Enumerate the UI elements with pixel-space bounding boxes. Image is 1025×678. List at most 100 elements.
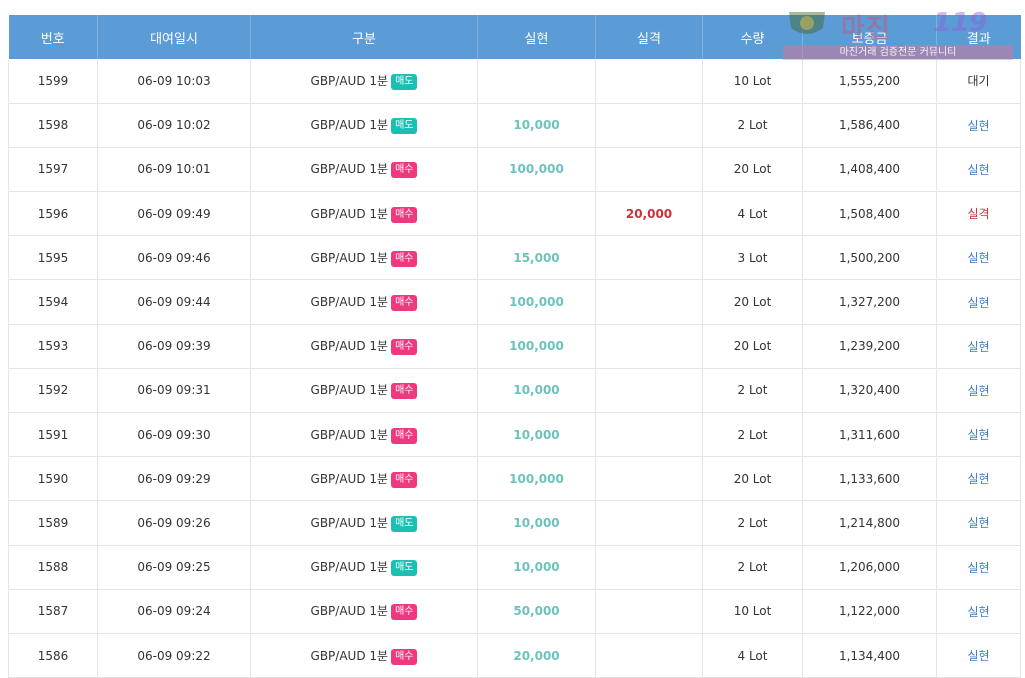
cell-profit-value: 10,000 xyxy=(513,383,560,398)
table-row[interactable]: 1592 06-09 09:31 GBP/AUD 1분 매수 10,000 2 Lot 1,… xyxy=(8,368,1021,414)
cell-profit-value: 10,000 xyxy=(513,515,560,530)
cell-profit: 15,000 xyxy=(477,235,596,281)
cell-rental-time: 06-09 09:22 xyxy=(97,633,251,678)
table-row[interactable]: 1589 06-09 09:26 GBP/AUD 1분 매도 10,000 2 Lot 1,… xyxy=(8,500,1021,546)
cell-number: 1586 xyxy=(8,633,98,678)
table-row[interactable]: 1587 06-09 09:24 GBP/AUD 1분 매수 50,000 10 Lot 1… xyxy=(8,589,1021,634)
cell-quantity: 3 Lot xyxy=(702,235,803,281)
buy-badge: 매수 xyxy=(391,339,418,356)
cell-deposit-value: 1,320,400 xyxy=(838,383,901,398)
cell-number: 1599 xyxy=(8,59,98,104)
cell-quantity-value: 20 Lot xyxy=(733,471,772,486)
cell-result-value: 실현 xyxy=(967,472,990,487)
table-row[interactable]: 1594 06-09 09:44 GBP/AUD 1분 매수 100,000 20 Lot… xyxy=(8,279,1021,325)
cell-result[interactable]: 실현 xyxy=(936,589,1021,634)
cell-result[interactable]: 실격 xyxy=(936,191,1021,237)
cell-result[interactable]: 실현 xyxy=(936,456,1021,502)
cell-deposit-value: 1,206,000 xyxy=(838,560,901,575)
cell-loss xyxy=(595,633,703,678)
cell-loss-value: 20,000 xyxy=(625,206,673,221)
table-row[interactable]: 1588 06-09 09:25 GBP/AUD 1분 매도 10,000 2 Lot 1,… xyxy=(8,545,1021,590)
cell-result[interactable]: 실현 xyxy=(936,103,1021,148)
table-row[interactable]: 1593 06-09 09:39 GBP/AUD 1분 매수 100,000 20 Lot… xyxy=(8,324,1021,369)
cell-category-value: GBP/AUD 1분 xyxy=(310,118,389,133)
table-row[interactable]: 1591 06-09 09:30 GBP/AUD 1분 매수 10,000 2 Lot 1,… xyxy=(8,412,1021,458)
cell-rental-time-value: 06-09 10:03 xyxy=(137,73,211,88)
cell-deposit-value: 1,500,200 xyxy=(838,250,901,265)
table-body: 1599 06-09 10:03 GBP/AUD 1분 매도 10 Lot 1,555,2… xyxy=(8,59,1021,678)
cell-rental-time-value: 06-09 09:30 xyxy=(137,427,211,442)
cell-result-value: 대기 xyxy=(967,74,990,89)
table-row[interactable]: 1590 06-09 09:29 GBP/AUD 1분 매수 100,000 20 Lot… xyxy=(8,456,1021,502)
cell-profit: 100,000 xyxy=(477,147,596,193)
cell-rental-time-value: 06-09 09:44 xyxy=(137,295,211,310)
cell-result[interactable]: 대기 xyxy=(936,59,1021,104)
cell-loss xyxy=(595,279,703,325)
cell-deposit: 1,408,400 xyxy=(802,147,937,193)
cell-profit: 50,000 xyxy=(477,589,596,634)
header-loss[interactable]: 실격 xyxy=(595,15,703,59)
cell-result[interactable]: 실현 xyxy=(936,633,1021,678)
cell-quantity: 20 Lot xyxy=(702,456,803,502)
cell-category: GBP/AUD 1분 매수 xyxy=(250,147,478,193)
table-row[interactable]: 1596 06-09 09:49 GBP/AUD 1분 매수 20,000 4 Lot 1,… xyxy=(8,191,1021,237)
cell-result[interactable]: 실현 xyxy=(936,412,1021,458)
cell-quantity-value: 2 Lot xyxy=(737,383,768,398)
cell-result[interactable]: 실현 xyxy=(936,368,1021,414)
cell-loss xyxy=(595,59,703,104)
cell-category-value: GBP/AUD 1분 xyxy=(310,339,389,354)
cell-quantity-value: 2 Lot xyxy=(737,118,768,133)
cell-deposit-value: 1,214,800 xyxy=(838,515,901,530)
cell-result[interactable]: 실현 xyxy=(936,279,1021,325)
cell-result[interactable]: 실현 xyxy=(936,147,1021,193)
cell-number-value: 1589 xyxy=(37,515,69,530)
cell-rental-time: 06-09 09:49 xyxy=(97,191,251,237)
table-row[interactable]: 1597 06-09 10:01 GBP/AUD 1분 매수 100,000 20 Lot… xyxy=(8,147,1021,193)
cell-quantity-value: 2 Lot xyxy=(737,560,768,575)
header-category[interactable]: 구분 xyxy=(250,15,478,59)
cell-profit xyxy=(477,59,596,104)
cell-rental-time: 06-09 10:03 xyxy=(97,59,251,104)
cell-deposit: 1,508,400 xyxy=(802,191,937,237)
cell-profit-value: 100,000 xyxy=(509,162,564,177)
cell-profit: 10,000 xyxy=(477,368,596,414)
cell-rental-time-value: 06-09 09:49 xyxy=(137,206,211,221)
cell-deposit: 1,134,400 xyxy=(802,633,937,678)
cell-result-value: 실현 xyxy=(967,516,990,531)
cell-result[interactable]: 실현 xyxy=(936,324,1021,369)
cell-number: 1596 xyxy=(8,191,98,237)
cell-quantity-value: 3 Lot xyxy=(737,250,768,265)
cell-number: 1588 xyxy=(8,545,98,590)
header-number[interactable]: 번호 xyxy=(8,15,98,59)
cell-number-value: 1597 xyxy=(37,162,69,177)
header-rental-time[interactable]: 대여일시 xyxy=(97,15,251,59)
header-profit[interactable]: 실현 xyxy=(477,15,596,59)
cell-category: GBP/AUD 1분 매도 xyxy=(250,500,478,546)
cell-number-value: 1588 xyxy=(37,560,69,575)
cell-result[interactable]: 실현 xyxy=(936,500,1021,546)
cell-quantity-value: 2 Lot xyxy=(737,427,768,442)
cell-result-value: 실현 xyxy=(967,162,990,177)
header-deposit[interactable]: 보증금 xyxy=(802,15,937,59)
cell-profit: 100,000 xyxy=(477,324,596,369)
table-row[interactable]: 1595 06-09 09:46 GBP/AUD 1분 매수 15,000 3 Lot 1,… xyxy=(8,235,1021,281)
cell-deposit-value: 1,408,400 xyxy=(838,162,901,177)
cell-profit: 100,000 xyxy=(477,456,596,502)
table-row[interactable]: 1599 06-09 10:03 GBP/AUD 1분 매도 10 Lot 1,555,2… xyxy=(8,59,1021,104)
cell-result[interactable]: 실현 xyxy=(936,235,1021,281)
cell-category-value: GBP/AUD 1분 xyxy=(310,427,389,442)
cell-rental-time: 06-09 09:44 xyxy=(97,279,251,325)
cell-category: GBP/AUD 1분 매수 xyxy=(250,589,478,634)
header-result[interactable]: 결과 xyxy=(936,15,1021,59)
buy-badge: 매수 xyxy=(391,250,418,267)
table-row[interactable]: 1598 06-09 10:02 GBP/AUD 1분 매도 10,000 2 Lot 1,… xyxy=(8,103,1021,148)
cell-category-value: GBP/AUD 1분 xyxy=(310,206,389,221)
cell-deposit: 1,327,200 xyxy=(802,279,937,325)
cell-number-value: 1596 xyxy=(37,206,69,221)
cell-result[interactable]: 실현 xyxy=(936,545,1021,590)
cell-result-value: 실현 xyxy=(967,560,990,575)
cell-profit-value: 100,000 xyxy=(509,295,564,310)
header-quantity[interactable]: 수량 xyxy=(702,15,803,59)
cell-quantity-value: 4 Lot xyxy=(737,206,768,221)
table-row[interactable]: 1586 06-09 09:22 GBP/AUD 1분 매수 20,000 4 Lot 1,… xyxy=(8,633,1021,678)
